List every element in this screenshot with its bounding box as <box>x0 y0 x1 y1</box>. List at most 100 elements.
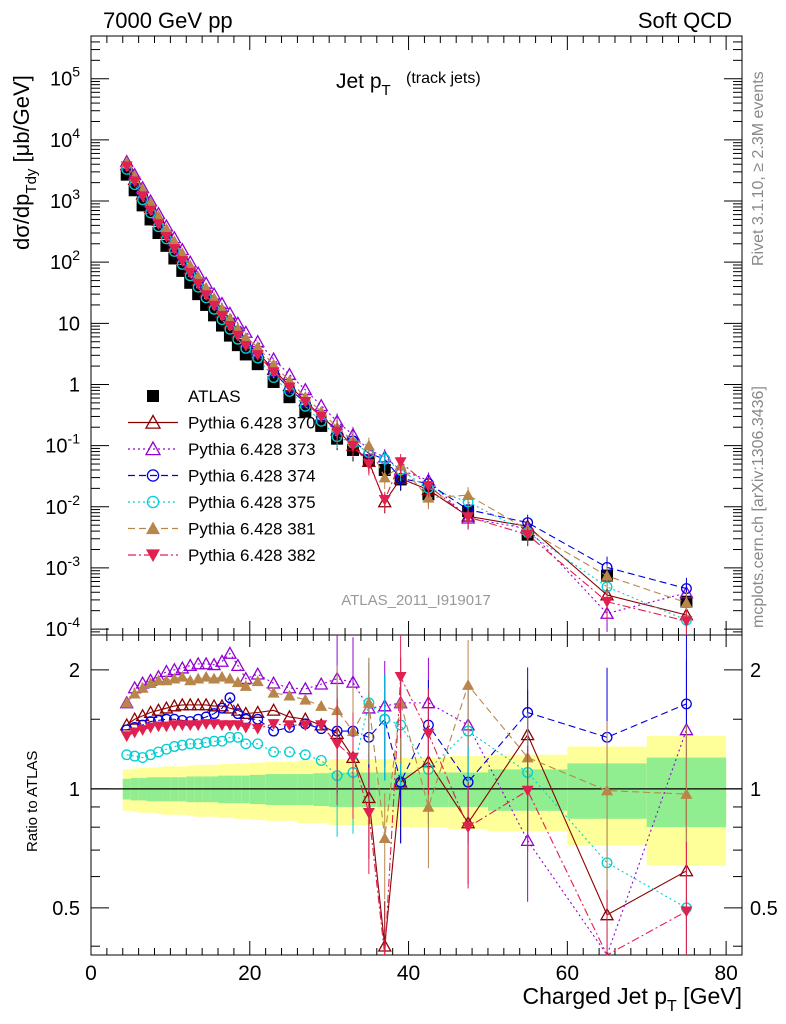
data-point <box>299 720 312 732</box>
data-point <box>128 176 141 188</box>
y-tick-base: 10 <box>45 619 67 641</box>
data-point <box>176 256 189 267</box>
x-tick-label: 0 <box>85 962 97 985</box>
data-point <box>462 822 475 834</box>
ratio-y-tick-label-left: 2 <box>69 660 80 682</box>
y-tick-exponent: -3 <box>68 553 81 569</box>
x-axis-label-unit: [GeV] <box>677 983 742 1009</box>
data-point <box>521 785 534 797</box>
data-point <box>266 702 281 716</box>
data-point <box>200 670 213 682</box>
data-point <box>251 723 264 735</box>
main-series-pythia-6-428-374 <box>121 160 692 607</box>
data-point <box>362 807 375 819</box>
y-tick-exponent: 2 <box>72 247 80 263</box>
data-point <box>176 720 189 732</box>
inner-band-segment <box>281 774 298 806</box>
data-point <box>129 750 141 762</box>
ratio-y-tick-label-right: 0.5 <box>750 898 778 920</box>
data-point <box>215 302 228 314</box>
x-tick-label: 20 <box>238 962 261 985</box>
ratio-y-tick-label-left: 0.5 <box>52 898 80 920</box>
data-point <box>160 721 173 733</box>
data-point <box>680 698 692 710</box>
data-point <box>299 693 312 705</box>
x-axis-label-subscript: T <box>667 998 677 1015</box>
data-point <box>299 397 312 408</box>
data-point <box>462 512 475 524</box>
data-point <box>394 457 407 468</box>
y-axis-label-main-unit: [μb/GeV] <box>9 75 34 168</box>
data-point <box>199 656 214 670</box>
data-point <box>224 731 236 743</box>
data-point <box>152 721 165 733</box>
y-tick-base: 10 <box>45 497 67 519</box>
plot-title: Jet pT <box>336 70 391 99</box>
data-point <box>168 741 180 752</box>
data-point <box>231 676 244 688</box>
y-axis-label-main-subscript: Tdy <box>23 168 40 194</box>
ratio-y-tick-label-right: 1 <box>750 779 761 801</box>
data-point <box>394 672 407 683</box>
data-point <box>200 737 212 748</box>
data-point <box>120 696 133 708</box>
data-point <box>223 312 236 324</box>
inner-band-segment <box>265 774 282 806</box>
data-point <box>184 738 196 750</box>
data-point <box>136 725 149 736</box>
data-point <box>362 696 375 708</box>
data-point <box>231 330 244 342</box>
data-point <box>120 161 133 173</box>
axes: 0 20 40 60 8010-410-310-210-1110102103104105… <box>45 35 778 985</box>
data-point <box>208 300 221 312</box>
legend: ATLAS Pythia 6.428 370 Pythia 6.428 373 Pyt… <box>128 387 316 565</box>
data-point <box>144 414 162 429</box>
data-point <box>346 440 359 452</box>
data-point <box>331 426 344 438</box>
data-point <box>379 453 391 465</box>
data-point <box>160 222 173 234</box>
y-tick-base: 10 <box>50 130 72 152</box>
y-tick-exponent: -4 <box>68 614 81 630</box>
data-point <box>136 191 149 203</box>
data-point <box>284 746 295 758</box>
ratio-y-tick-label-right: 2 <box>750 660 761 682</box>
data-point <box>215 720 228 732</box>
data-point <box>422 800 435 812</box>
data-point <box>239 331 252 343</box>
data-point <box>206 698 222 712</box>
data-point <box>379 713 391 725</box>
y-tick-exponent: -1 <box>68 431 81 447</box>
data-point <box>267 358 280 370</box>
legend-label: Pythia 6.428 381 <box>188 520 316 539</box>
y-tick-base: 10 <box>50 69 72 91</box>
y-tick-label: 104 <box>50 125 80 152</box>
data-point <box>208 291 221 303</box>
data-point <box>144 722 157 734</box>
legend-label: Pythia 6.428 382 <box>188 546 316 565</box>
data-point <box>362 439 375 451</box>
y-tick-base: 10 <box>45 558 67 580</box>
data-point <box>146 469 160 482</box>
data-point <box>521 529 534 541</box>
data-point <box>422 481 435 492</box>
data-point <box>160 743 172 755</box>
y-axis-label-main: dσ/dpTdy [μb/GeV] <box>9 75 40 250</box>
y-tick-base: 10 <box>45 436 67 458</box>
rivet-version-label: Rivet 3.1.10, ≥ 2.3M events <box>750 71 767 266</box>
data-point <box>215 310 228 322</box>
data-point <box>176 247 189 259</box>
plot-title-extra: (track jets) <box>406 70 481 87</box>
data-point <box>223 321 236 332</box>
data-point <box>146 495 160 509</box>
data-point <box>168 244 181 255</box>
data-point <box>184 720 197 732</box>
data-point <box>176 670 189 682</box>
y-tick-exponent: 4 <box>72 125 80 141</box>
y-tick-exponent: -2 <box>68 492 81 508</box>
data-point <box>315 754 327 766</box>
data-point <box>268 746 280 758</box>
analysis-id: ATLAS_2011_I919017 <box>341 592 491 609</box>
data-point <box>298 681 313 695</box>
data-point <box>183 658 198 672</box>
